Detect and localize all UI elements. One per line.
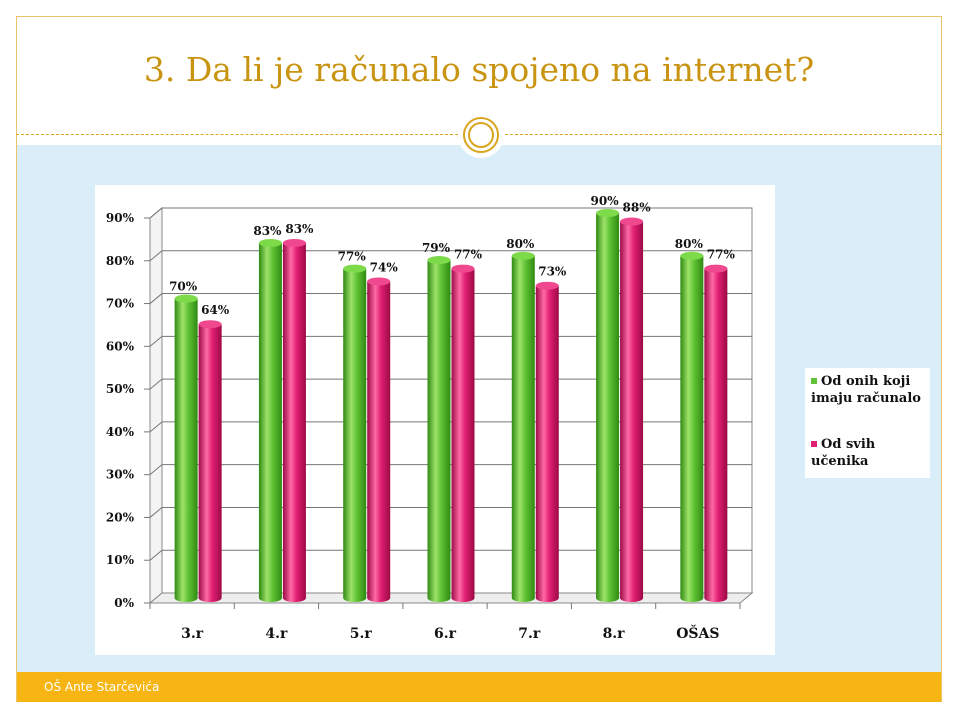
gridline-side xyxy=(149,549,163,561)
x-tick-label: 6.r xyxy=(434,626,457,642)
bar-body xyxy=(343,268,367,602)
bar-top xyxy=(620,217,644,226)
bar-body xyxy=(258,242,282,602)
legend-label-series-2: Od svih učenika xyxy=(811,437,876,469)
bar-series-2 xyxy=(198,320,222,602)
bar-body xyxy=(198,324,222,602)
gridline-side xyxy=(149,207,163,219)
bar-body xyxy=(704,268,728,602)
y-tick-label: 0% xyxy=(114,596,134,610)
bar-top xyxy=(258,238,282,247)
ring-ornament-icon xyxy=(458,112,504,158)
gridline-side xyxy=(149,421,163,433)
bar-series-2 xyxy=(704,264,728,602)
bar-body xyxy=(680,255,704,602)
legend-item-series-2: Od svih učenika xyxy=(811,436,930,470)
y-tick-label: 70% xyxy=(106,297,135,311)
data-label: 80% xyxy=(506,237,535,251)
bar-series-2 xyxy=(451,264,475,602)
legend-swatch-series-1 xyxy=(811,378,817,384)
y-tick-label: 30% xyxy=(106,468,135,482)
data-label: 80% xyxy=(675,237,704,251)
data-label: 77% xyxy=(338,250,367,264)
bar-series-1 xyxy=(343,264,367,602)
data-label: 83% xyxy=(285,222,314,236)
data-label: 64% xyxy=(201,303,230,317)
bar-top xyxy=(427,256,451,265)
x-tick-label: OŠAS xyxy=(676,624,719,642)
bar-top xyxy=(174,294,198,303)
chart-legend: Od onih koji imaju računalo Od svih učen… xyxy=(805,368,930,478)
bar-top xyxy=(680,251,704,260)
bar-body xyxy=(535,285,559,602)
bar-series-1 xyxy=(596,209,620,602)
bar-top xyxy=(511,251,535,260)
slide-title: 3. Da li je računalo spojeno na internet… xyxy=(143,50,815,89)
gridline-side xyxy=(149,335,163,347)
bar-series-2 xyxy=(282,238,306,602)
data-label: 77% xyxy=(707,248,736,262)
y-tick-label: 50% xyxy=(106,382,135,396)
gridline-side xyxy=(149,378,163,390)
bar-body xyxy=(282,242,306,602)
gridline-side xyxy=(149,464,163,476)
gridline-side xyxy=(149,507,163,518)
bar-top xyxy=(596,209,620,217)
chart-floor xyxy=(148,592,754,604)
bar-body xyxy=(511,255,535,602)
data-label: 77% xyxy=(454,248,483,262)
y-tick-label: 80% xyxy=(106,254,135,268)
bar-body xyxy=(596,213,620,602)
x-tick-label: 7.r xyxy=(518,626,541,642)
legend-label-series-1: Od onih koji imaju računalo xyxy=(811,374,921,406)
data-label: 70% xyxy=(169,280,198,294)
legend-swatch-series-2 xyxy=(811,441,817,447)
data-label: 73% xyxy=(538,265,567,279)
chart-area: 0% 10% 20% 30% 40% 50% 60% 70% 80% 90% 3.r 70% 64% 4.… xyxy=(95,185,775,655)
x-tick-label: 8.r xyxy=(603,626,626,642)
data-label: 83% xyxy=(253,224,282,238)
y-tick-label: 90% xyxy=(106,211,135,225)
x-tick-label: 4.r xyxy=(265,626,288,642)
x-tick-label: 3.r xyxy=(181,626,204,642)
data-label: 88% xyxy=(623,201,652,215)
y-tick-label: 60% xyxy=(106,339,135,353)
bar-series-1 xyxy=(258,238,282,602)
bar-top xyxy=(198,320,222,329)
legend-item-series-1: Od onih koji imaju računalo xyxy=(811,373,930,407)
bar-series-1 xyxy=(427,256,451,602)
bar-top xyxy=(343,264,367,273)
bar-body xyxy=(367,281,391,602)
bar-top xyxy=(704,264,728,273)
bar-top xyxy=(282,238,306,247)
bar-top xyxy=(535,281,559,290)
gridline-side xyxy=(149,293,163,304)
bar-body xyxy=(451,268,475,602)
footer-text: OŠ Ante Starčevića xyxy=(44,680,160,694)
data-label: 90% xyxy=(591,194,620,208)
bar-series-2 xyxy=(367,277,391,602)
data-label: 79% xyxy=(422,241,451,255)
gridline-side xyxy=(149,250,163,262)
bar-series-1 xyxy=(680,251,704,602)
bar-body xyxy=(620,221,644,603)
y-tick-label: 40% xyxy=(106,425,135,439)
bar-chart: 0%10%20%30%40%50%60%70%80%90%3.r70%64%4.… xyxy=(106,194,754,642)
bar-body xyxy=(427,260,451,602)
x-tick-label: 5.r xyxy=(350,626,373,642)
bar-series-1 xyxy=(511,251,535,602)
bar-body xyxy=(174,298,198,602)
y-tick-label: 20% xyxy=(106,510,135,524)
data-label: 74% xyxy=(370,260,399,274)
y-tick-label: 10% xyxy=(106,553,135,567)
bar-top xyxy=(451,264,475,273)
bar-series-2 xyxy=(620,217,644,603)
bar-top xyxy=(367,277,391,286)
chart-side-wall xyxy=(149,206,163,605)
bar-series-1 xyxy=(174,294,198,602)
footer-bar: OŠ Ante Starčevića xyxy=(17,672,941,702)
bar-series-2 xyxy=(535,281,559,602)
